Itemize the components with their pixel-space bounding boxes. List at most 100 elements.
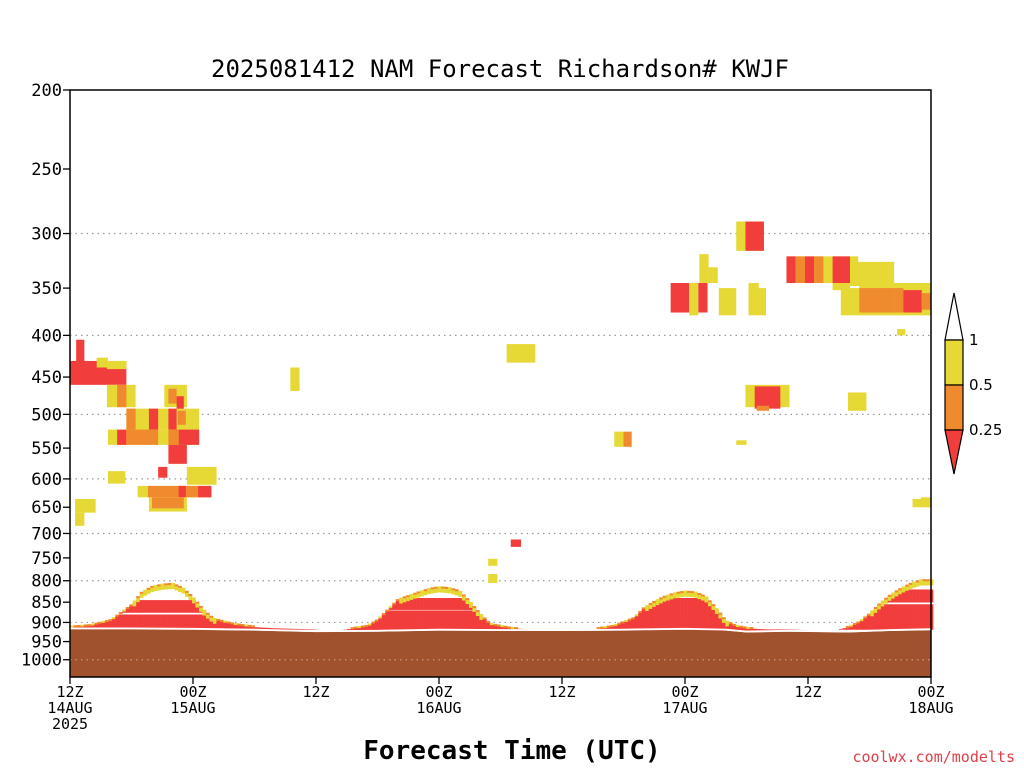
ri-layer-cell (423, 598, 428, 610)
ri-layer-cell (115, 616, 120, 625)
ri-edge-cell (402, 596, 407, 599)
ri-layer-cell (157, 614, 161, 625)
ri-layer-cell (167, 584, 172, 590)
ri-edge-cell (919, 579, 923, 582)
ri-layer-cell (434, 588, 438, 593)
ri-edge-cell (157, 584, 161, 587)
ri-layer-cell (870, 624, 875, 630)
ri-layer-cell (707, 610, 712, 625)
ri-cell (840, 288, 860, 316)
ri-layer-cell (606, 627, 611, 631)
ri-edge-cell (413, 592, 417, 595)
ri-layer-cell (922, 624, 927, 630)
ri-layer-cell (406, 610, 410, 625)
ri-layer-cell (174, 614, 179, 625)
ri-layer-cell (680, 592, 684, 598)
ri-cell (488, 574, 498, 583)
ri-layer-cell (870, 614, 875, 625)
ri-cell (152, 497, 184, 509)
ri-layer-cell (735, 626, 740, 631)
ri-layer-cell (437, 610, 442, 625)
ri-layer-cell (749, 628, 754, 631)
ri-layer-cell (185, 600, 189, 613)
x-tick-label: 00Z (917, 683, 944, 701)
ri-layer-cell (212, 624, 217, 630)
ri-edge-cell (482, 617, 487, 620)
ri-layer-cell (129, 624, 134, 630)
ri-layer-cell (346, 629, 351, 631)
ri-layer-cell (915, 589, 920, 603)
y-tick-label: 850 (31, 593, 62, 613)
ri-edge-cell (367, 623, 372, 626)
ri-edge-cell (136, 596, 140, 599)
ri-layer-cell (486, 624, 491, 631)
ri-layer-cell (700, 596, 705, 601)
ri-edge-cell (437, 586, 442, 589)
ri-layer-cell (728, 624, 733, 631)
ri-layer-cell (289, 628, 294, 630)
ri-layer-cell (891, 594, 896, 599)
ri-layer-cell (454, 624, 459, 631)
ri-layer-cell (258, 627, 262, 630)
ri-layer-cell (898, 624, 902, 630)
ri-layer-cell (150, 614, 154, 625)
ri-cell (847, 392, 867, 411)
ri-edge-cell (164, 583, 168, 586)
ri-layer-cell (894, 604, 899, 615)
ri-cell (786, 256, 796, 284)
ri-layer-cell (136, 614, 140, 625)
ri-layer-cell (676, 610, 681, 625)
ri-edge-cell (132, 600, 137, 603)
ri-edge-cell (198, 605, 203, 608)
x-tick-label: 18AUG (908, 699, 953, 717)
ri-edge-cell (237, 623, 242, 626)
ri-cell (897, 329, 906, 336)
ri-layer-cell (226, 624, 231, 630)
ri-layer-cell (448, 598, 452, 610)
ri-layer-cell (427, 598, 431, 610)
ri-layer-cell (908, 614, 913, 625)
ri-edge-cell (108, 619, 113, 622)
ri-cell (126, 429, 159, 445)
ri-edge-cell (912, 581, 916, 584)
ri-edge-cell (251, 625, 256, 628)
ri-layer-cell (652, 610, 656, 625)
ri-layer-cell (461, 596, 466, 601)
ri-layer-cell (125, 624, 130, 630)
ri-layer-cell (458, 624, 463, 631)
ri-layer-cell (139, 593, 144, 598)
ri-layer-cell (877, 614, 882, 625)
ri-layer-cell (406, 624, 410, 631)
ri-layer-cell (704, 610, 709, 625)
ri-cell (745, 221, 764, 251)
ri-layer-cell (732, 625, 737, 631)
ri-layer-cell (205, 614, 210, 619)
ri-layer-cell (202, 614, 207, 625)
ri-layer-cell (223, 622, 228, 625)
x-tick-label: 15AUG (170, 699, 215, 717)
ri-layer-cell (652, 602, 656, 607)
ri-layer-cell (687, 592, 691, 597)
ri-layer-cell (912, 604, 916, 615)
ri-layer-cell (413, 610, 417, 625)
ri-layer-cell (122, 614, 127, 625)
ri-edge-cell (104, 620, 109, 623)
ri-layer-cell (707, 601, 712, 611)
ri-layer-cell (146, 589, 151, 594)
ground-fill (70, 629, 931, 677)
ri-layer-cell (164, 600, 168, 613)
ri-cell (178, 485, 186, 498)
ri-layer-cell (884, 604, 889, 615)
ri-edge-cell (83, 624, 88, 627)
ri-layer-cell (704, 597, 709, 603)
ri-layer-cell (430, 588, 435, 594)
ri-edge-cell (178, 585, 182, 588)
ri-layer-cell (718, 614, 723, 619)
ri-edge-cell (420, 590, 424, 593)
ri-layer-cell (185, 624, 189, 630)
ri-cell (177, 410, 186, 425)
ri-layer-cell (395, 600, 400, 610)
ri-layer-cell (884, 624, 889, 630)
ri-layer-cell (624, 624, 629, 631)
